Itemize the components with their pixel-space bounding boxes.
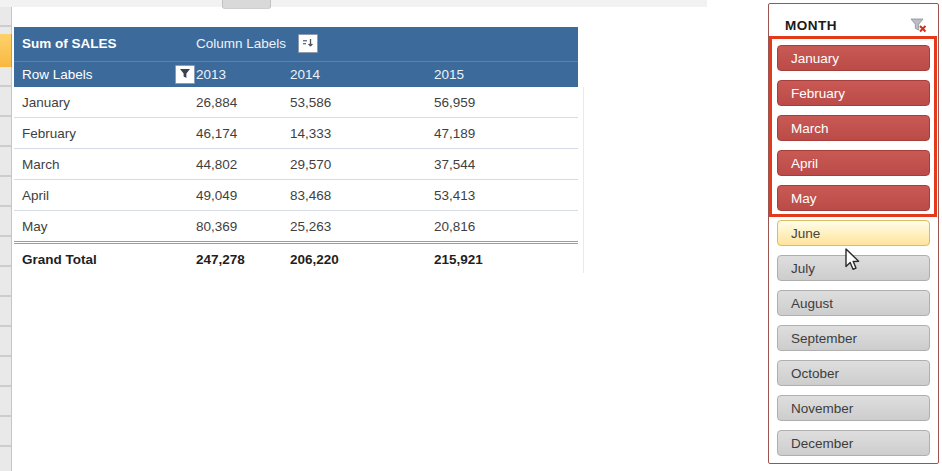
pivot-table: Sum of SALES Column Labels Ro [14,27,578,274]
slicer-item-label: April [791,156,818,171]
slicer-title: MONTH [785,18,837,33]
cell-value[interactable]: 20,816 [434,211,578,243]
slicer-item-may[interactable]: May [777,185,930,211]
cell-value[interactable]: 37,544 [434,149,578,180]
excel-chrome-remnant [0,0,707,7]
cell-value[interactable]: 80,369 [196,211,290,243]
slicer-item-november[interactable]: November [777,395,930,421]
grand-total-label[interactable]: Grand Total [14,243,196,275]
cell-value[interactable]: 44,802 [196,149,290,180]
pivot-header-row-2: Row Labels 2013 2014 2015 [14,61,578,87]
slicer-item-august[interactable]: August [777,290,930,316]
row-label[interactable]: January [14,87,196,118]
slicer-item-february[interactable]: February [777,80,930,106]
cell-value[interactable]: 46,174 [196,118,290,149]
col-header-2015[interactable]: 2015 [434,61,578,87]
cell-value[interactable]: 49,049 [196,180,290,211]
cell-value[interactable]: 26,884 [196,87,290,118]
slicer-item-label: August [791,296,833,311]
slicer-item-label: October [791,366,839,381]
row-label[interactable]: May [14,211,196,243]
excel-chrome-fragment [222,0,271,9]
slicer-item-march[interactable]: March [777,115,930,141]
grand-total-value[interactable]: 206,220 [290,243,434,275]
cell-value[interactable]: 25,263 [290,211,434,243]
slicer-item-label: June [791,226,820,241]
clear-filter-icon[interactable] [908,17,928,35]
table-row: January 26,884 53,586 56,959 [14,87,578,118]
slicer-item-label: January [791,51,839,66]
cell-value[interactable]: 56,959 [434,87,578,118]
row-header-strip [0,7,12,471]
col-header-2013[interactable]: 2013 [196,61,290,87]
table-row: February 46,174 14,333 47,189 [14,118,578,149]
row-label[interactable]: February [14,118,196,149]
cell-value[interactable]: 29,570 [290,149,434,180]
grand-total-value[interactable]: 247,278 [196,243,290,275]
slicer-item-label: November [791,401,853,416]
active-row-header-highlight [0,34,12,67]
cell-value[interactable]: 53,413 [434,180,578,211]
slicer-item-label: July [791,261,815,276]
slicer-item-label: May [791,191,817,206]
slicer-header: MONTH [777,4,930,45]
table-row: April 49,049 83,468 53,413 [14,180,578,211]
slicer-item-october[interactable]: October [777,360,930,386]
measure-label[interactable]: Sum of SALES [14,36,117,51]
slicer-item-december[interactable]: December [777,430,930,456]
month-slicer: MONTH January February March April May J… [768,3,939,464]
table-row: March 44,802 29,570 37,544 [14,149,578,180]
slicer-item-january[interactable]: January [777,45,930,71]
excel-worksheet-view: Sum of SALES Column Labels Ro [0,0,942,471]
cell-value[interactable]: 47,189 [434,118,578,149]
grand-total-row: Grand Total 247,278 206,220 215,921 [14,243,578,275]
col-header-2014[interactable]: 2014 [290,61,434,87]
slicer-item-label: September [791,331,857,346]
cell-value[interactable]: 53,586 [290,87,434,118]
row-labels-filter-icon[interactable] [175,65,195,84]
column-labels-label[interactable]: Column Labels [196,36,286,51]
cell-value[interactable]: 83,468 [290,180,434,211]
slicer-item-label: February [791,86,845,101]
grand-total-value[interactable]: 215,921 [434,243,578,275]
slicer-item-label: March [791,121,829,136]
slicer-item-july[interactable]: July [777,255,930,281]
pivot-header-row-1: Sum of SALES Column Labels [14,27,578,61]
worksheet-gridline [583,87,584,273]
row-label[interactable]: March [14,149,196,180]
row-label[interactable]: April [14,180,196,211]
table-row: May 80,369 25,263 20,816 [14,211,578,243]
cell-value[interactable]: 14,333 [290,118,434,149]
slicer-item-label: December [791,436,853,451]
slicer-item-september[interactable]: September [777,325,930,351]
column-labels-dropdown-icon[interactable] [298,34,318,53]
slicer-item-june[interactable]: June [777,220,930,246]
slicer-item-april[interactable]: April [777,150,930,176]
row-labels-label[interactable]: Row Labels [22,67,93,82]
